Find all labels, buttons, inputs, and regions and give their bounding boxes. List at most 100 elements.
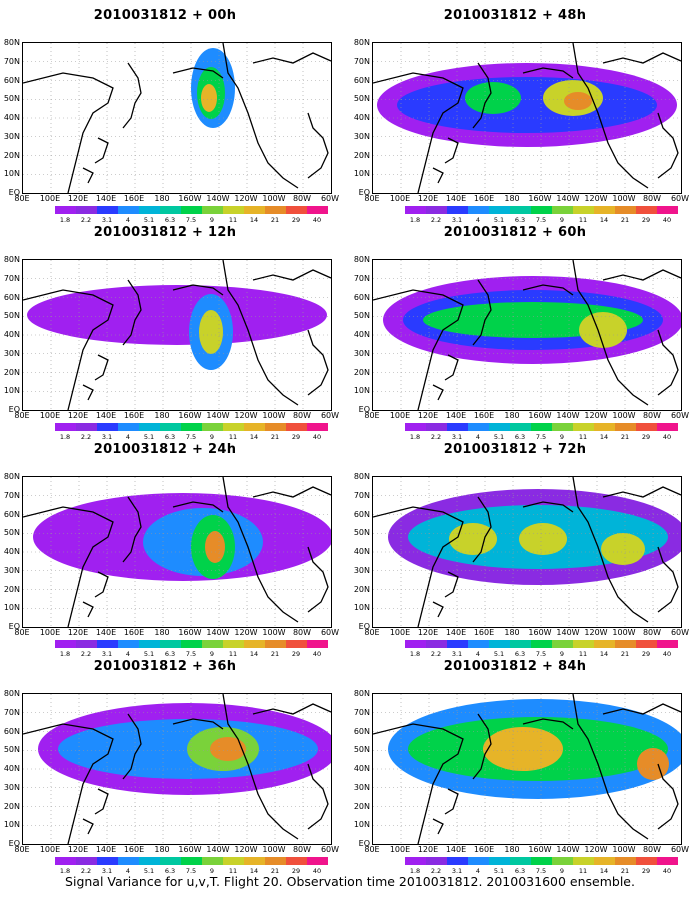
lon-label: 120E	[67, 194, 89, 203]
colorbar-swatch	[244, 857, 265, 865]
map-frame	[22, 42, 332, 194]
lon-label: 80W	[642, 194, 662, 203]
colorbar-label: 29	[641, 867, 651, 875]
coastline	[23, 506, 114, 627]
lon-label: 140E	[445, 628, 467, 637]
colorbar-label: 6.3	[514, 433, 526, 441]
colorbar-swatch	[307, 857, 328, 865]
variance-contour	[564, 92, 592, 110]
colorbar-label: 2.2	[430, 867, 442, 875]
colorbar-label: 5.1	[493, 216, 505, 224]
coastline	[373, 72, 464, 193]
lat-label: 50N	[3, 94, 20, 104]
colorbar-swatch	[405, 640, 426, 648]
coastline	[444, 137, 459, 164]
colorbar-label: 1.8	[59, 867, 71, 875]
variance-contour	[579, 312, 627, 348]
variance-contour	[199, 310, 223, 354]
colorbar-swatch	[286, 640, 307, 648]
lon-label: 140W	[206, 194, 230, 203]
colorbar-swatch	[244, 206, 265, 214]
colorbar-label: 1.8	[59, 433, 71, 441]
colorbar-label: 5.1	[143, 650, 155, 658]
lon-label: 80E	[14, 628, 30, 637]
colorbar-swatch	[405, 206, 426, 214]
lon-label: 180	[154, 194, 170, 203]
colorbar-swatch	[223, 423, 244, 431]
lon-label: 140E	[445, 845, 467, 854]
lon-label: 60W	[670, 628, 690, 637]
lon-label: 140W	[556, 845, 580, 854]
lon-label: 160E	[473, 411, 495, 420]
colorbar-label: 3.1	[451, 216, 463, 224]
lon-label: 60W	[670, 411, 690, 420]
colorbar-swatch	[426, 206, 447, 214]
lat-label: 20N	[3, 367, 20, 377]
coastline	[122, 279, 142, 346]
lon-label: 80E	[364, 411, 380, 420]
colorbar-swatch	[531, 640, 552, 648]
colorbar-label: 4	[125, 650, 131, 658]
lon-label: 140W	[206, 628, 230, 637]
lat-label: 30N	[3, 782, 20, 792]
lat-label: 40N	[353, 330, 370, 339]
colorbar-swatch	[202, 206, 223, 214]
colorbar-swatch	[636, 640, 657, 648]
lon-label: 180	[154, 628, 170, 637]
panel-title: 2010031812 + 84h	[443, 659, 587, 674]
colorbar-swatch	[531, 857, 552, 865]
colorbar-label: 4	[125, 216, 131, 224]
lat-label: 80N	[3, 689, 20, 698]
lat-label: 60N	[353, 75, 370, 85]
coastline	[472, 62, 492, 129]
coastline	[82, 167, 94, 184]
coastline	[252, 52, 331, 64]
colorbar-label: 14	[599, 216, 609, 224]
colorbar-swatch	[223, 640, 244, 648]
lon-label: 160W	[178, 411, 202, 420]
colorbar-swatch	[160, 857, 181, 865]
colorbar-swatch	[489, 640, 510, 648]
colorbar-swatch	[405, 857, 426, 865]
colorbar-label: 9	[559, 867, 565, 875]
coastline	[172, 284, 224, 296]
colorbar-swatch	[55, 640, 76, 648]
lon-label: 80E	[364, 628, 380, 637]
lat-label: 50N	[353, 745, 370, 755]
colorbar-swatch	[657, 640, 678, 648]
colorbar-label: 6.3	[164, 216, 176, 224]
map-plot	[23, 43, 331, 193]
lon-label: 120E	[417, 411, 439, 420]
colorbar-swatch	[307, 206, 328, 214]
colorbar-swatch	[286, 206, 307, 214]
coastline	[444, 571, 459, 598]
coastline	[572, 260, 649, 406]
colorbar-swatch	[657, 423, 678, 431]
colorbar-label: 29	[641, 650, 651, 658]
colorbar-swatch	[573, 423, 594, 431]
colorbar-label: 3.1	[101, 433, 113, 441]
coastline	[94, 137, 109, 164]
lon-label: 180	[504, 411, 520, 420]
map-plot	[373, 694, 681, 844]
lon-label: 160E	[123, 845, 145, 854]
lon-label: 100E	[389, 411, 411, 420]
colorbar-swatch	[426, 423, 447, 431]
lon-label: 160W	[178, 628, 202, 637]
colorbar-label: 4	[125, 433, 131, 441]
lon-label: 180	[504, 845, 520, 854]
lat-label: 80N	[353, 472, 370, 481]
lon-label: 60W	[670, 194, 690, 203]
colorbar-swatch	[468, 423, 489, 431]
lat-label: EQ	[358, 188, 370, 197]
lat-label: EQ	[8, 188, 20, 197]
colorbar-swatch	[510, 857, 531, 865]
lat-label: 70N	[353, 490, 370, 500]
colorbar-label: 6.3	[164, 433, 176, 441]
colorbar-swatch	[573, 857, 594, 865]
colorbar-label: 5.1	[493, 650, 505, 658]
map-frame	[372, 42, 682, 194]
colorbar-label: 3.1	[101, 650, 113, 658]
lat-label: 40N	[353, 764, 370, 773]
coastline	[94, 354, 109, 381]
